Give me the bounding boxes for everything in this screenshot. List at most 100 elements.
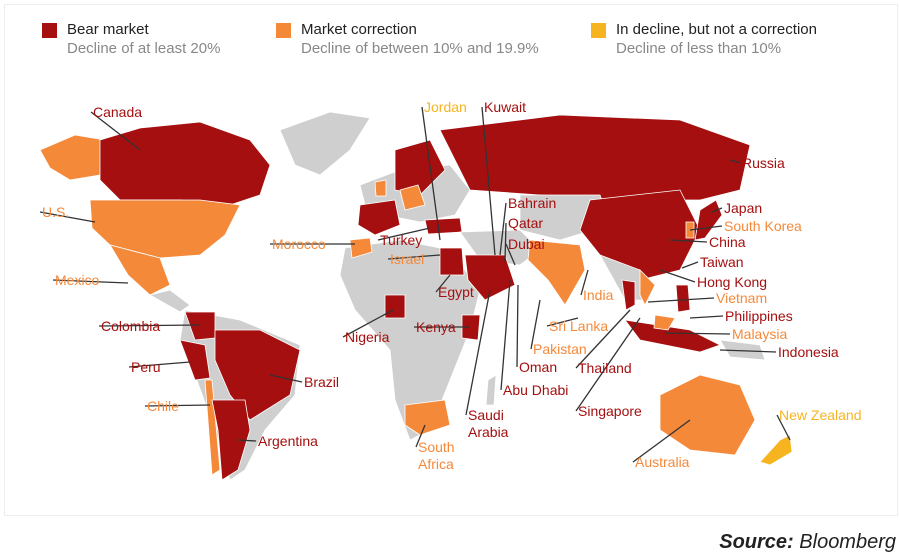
leader-line <box>580 269 589 296</box>
landmasses <box>39 111 793 481</box>
country-label: South Korea <box>724 218 802 234</box>
country-label: Abu Dhabi <box>503 382 568 398</box>
country-shape-europe-west <box>357 199 401 236</box>
country-shape-chile <box>204 379 221 476</box>
country-shape-greenland <box>279 111 371 176</box>
legend-swatch-bear <box>42 23 57 38</box>
leader-line <box>647 297 715 303</box>
country-shape-thailand <box>621 279 636 311</box>
country-shape-madagascar <box>485 374 497 406</box>
country-label: Singapore <box>578 403 642 419</box>
leader-line <box>500 279 511 391</box>
country-label: Philippines <box>725 308 793 324</box>
leader-line <box>465 289 491 416</box>
country-shape-usa <box>89 199 241 259</box>
country-shape-se-asia <box>599 254 651 301</box>
leader-line <box>689 225 723 231</box>
country-shape-australia <box>659 374 756 456</box>
leader-line <box>237 439 257 442</box>
leader-line <box>505 243 516 266</box>
country-shape-canada <box>99 121 271 206</box>
legend-title: Market correction <box>301 21 417 38</box>
country-label: India <box>583 287 614 303</box>
country-label: Israel <box>390 251 424 267</box>
leader-line <box>269 374 303 383</box>
country-shape-china <box>579 189 701 281</box>
country-shape-central-eu <box>399 184 426 211</box>
leader-line <box>664 332 731 335</box>
legend-subtitle: Decline of at least 20% <box>67 40 221 57</box>
leader-line <box>377 227 431 241</box>
country-label: New Zealand <box>779 407 862 423</box>
country-shape-mexico <box>109 244 171 296</box>
country-shape-russia <box>439 114 751 201</box>
leader-line <box>39 211 96 223</box>
leader-line <box>711 207 723 213</box>
country-shape-saudi-arabia <box>464 254 516 301</box>
leader-line <box>342 309 394 338</box>
country-label: Malaysia <box>732 326 787 342</box>
source-prefix: Source: <box>719 531 794 553</box>
country-shape-kenya <box>461 314 481 341</box>
leader-line <box>719 349 777 353</box>
country-shape-central-america <box>148 289 191 313</box>
country-label: Dubai <box>508 236 545 252</box>
country-shape-uk <box>374 179 387 197</box>
country-labels: Canada Jordan Kuwait Russia U.S. Japan South K… <box>42 99 862 472</box>
leader-line <box>776 414 791 441</box>
leader-line <box>415 424 426 448</box>
country-shape-indonesia <box>624 319 722 353</box>
leader-line <box>575 317 641 412</box>
leader-line <box>530 299 541 350</box>
country-label: Hong Kong <box>697 274 767 290</box>
country-label: Australia <box>635 454 690 470</box>
country-shape-india <box>527 239 586 306</box>
leader-lines <box>39 106 791 463</box>
legend-bear: Bear market Decline of at least 20% <box>42 20 220 58</box>
country-label: Bahrain <box>508 195 556 211</box>
country-shape-argentina <box>211 399 251 481</box>
country-label: Egypt <box>438 284 474 300</box>
country-shape-vietnam <box>639 269 656 306</box>
source-credit: Source: Bloomberg <box>719 531 896 554</box>
leader-line <box>90 111 141 151</box>
legend-title: In decline, but not a correction <box>616 21 817 38</box>
country-label: Kenya <box>416 319 456 335</box>
leader-line <box>681 261 699 269</box>
leader-line <box>575 309 631 369</box>
leader-line <box>435 274 451 293</box>
country-label: Saudi Arabia <box>468 407 509 440</box>
country-label: South Africa <box>418 439 455 472</box>
leader-line <box>499 202 507 256</box>
country-label: Turkey <box>380 232 422 248</box>
legend-decline: In decline, but not a correction Decline… <box>591 20 817 58</box>
leader-line <box>144 404 211 407</box>
country-shape-south-africa <box>404 399 451 436</box>
country-label: U.S. <box>42 204 69 220</box>
leader-line <box>669 239 708 243</box>
country-label: Mexico <box>55 272 100 288</box>
country-label: Vietnam <box>716 290 767 306</box>
country-label: Kuwait <box>484 99 526 115</box>
leader-line <box>481 106 496 256</box>
country-shape-egypt <box>439 247 465 276</box>
country-label: Sri Lanka <box>549 318 608 334</box>
country-shape-peru <box>179 339 211 381</box>
country-label: Peru <box>131 359 161 375</box>
country-shape-new-zealand <box>759 434 793 466</box>
leader-line <box>659 269 696 283</box>
legend-subtitle: Decline of between 10% and 19.9% <box>301 40 539 57</box>
country-shape-philippines <box>675 284 691 313</box>
leader-line <box>128 361 191 368</box>
leader-line <box>689 315 724 319</box>
leader-line <box>546 317 579 327</box>
country-label: Qatar <box>508 215 543 231</box>
country-label: Canada <box>93 104 142 120</box>
country-label: Colombia <box>101 318 160 334</box>
leader-line <box>387 254 441 260</box>
country-label: Taiwan <box>700 254 744 270</box>
source-name: Bloomberg <box>799 531 896 553</box>
country-label: Argentina <box>258 433 318 449</box>
country-shape-morocco <box>349 237 373 259</box>
